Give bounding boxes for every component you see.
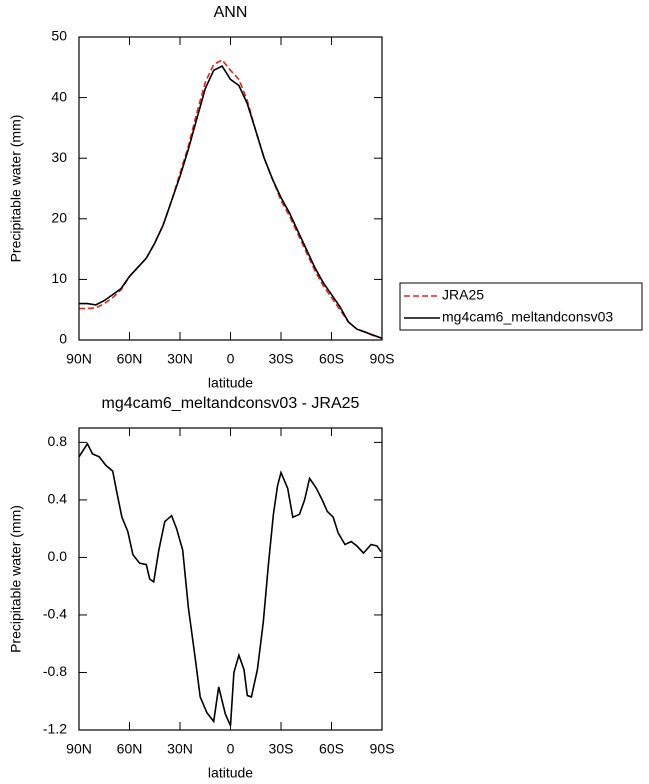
y-tick-label: 0.8 — [48, 433, 68, 449]
x-tick-label: 60N — [117, 351, 143, 367]
y-tick-label: -0.8 — [43, 663, 67, 679]
chart-title: mg4cam6_meltandconsv03 - JRA25 — [102, 395, 360, 412]
data-line — [79, 58, 383, 339]
x-tick-label: 90N — [66, 741, 92, 757]
x-tick-label: 30N — [167, 351, 193, 367]
x-tick-label: 30N — [167, 741, 193, 757]
y-tick-label: 30 — [51, 149, 67, 165]
x-tick-label: 60S — [319, 351, 344, 367]
x-tick-label: 0 — [227, 741, 235, 757]
plot-frame — [78, 427, 383, 731]
x-tick-label: 30S — [269, 351, 294, 367]
y-tick-label: 0 — [59, 331, 67, 347]
y-tick-label: -0.4 — [43, 606, 67, 622]
y-axis-label: Precipitable water (mm) — [8, 115, 24, 263]
x-tick-label: 60S — [319, 741, 344, 757]
data-line — [79, 65, 383, 339]
y-tick-label: 50 — [51, 28, 67, 44]
legend-label: JRA25 — [442, 287, 484, 303]
x-axis-label: latitude — [208, 765, 253, 781]
y-tick-label: -1.2 — [43, 721, 67, 737]
y-tick-label: 40 — [51, 88, 67, 104]
plot-frame — [78, 36, 383, 341]
x-axis-label: latitude — [208, 375, 253, 391]
x-tick-label: 90S — [370, 741, 395, 757]
legend-label: mg4cam6_meltandconsv03 — [442, 309, 613, 325]
x-tick-label: 30S — [269, 741, 294, 757]
x-tick-label: 0 — [227, 351, 235, 367]
y-axis-label: Precipitable water (mm) — [8, 505, 24, 653]
y-tick-label: 10 — [51, 270, 67, 286]
chart-title: ANN — [214, 4, 248, 21]
x-tick-label: 90S — [370, 351, 395, 367]
y-tick-label: 0.0 — [48, 548, 68, 564]
legend-box — [399, 282, 643, 331]
y-tick-label: 0.4 — [48, 491, 68, 507]
data-line — [78, 442, 382, 727]
x-tick-label: 60N — [117, 741, 143, 757]
x-tick-label: 90N — [66, 351, 92, 367]
y-tick-label: 20 — [51, 210, 67, 226]
